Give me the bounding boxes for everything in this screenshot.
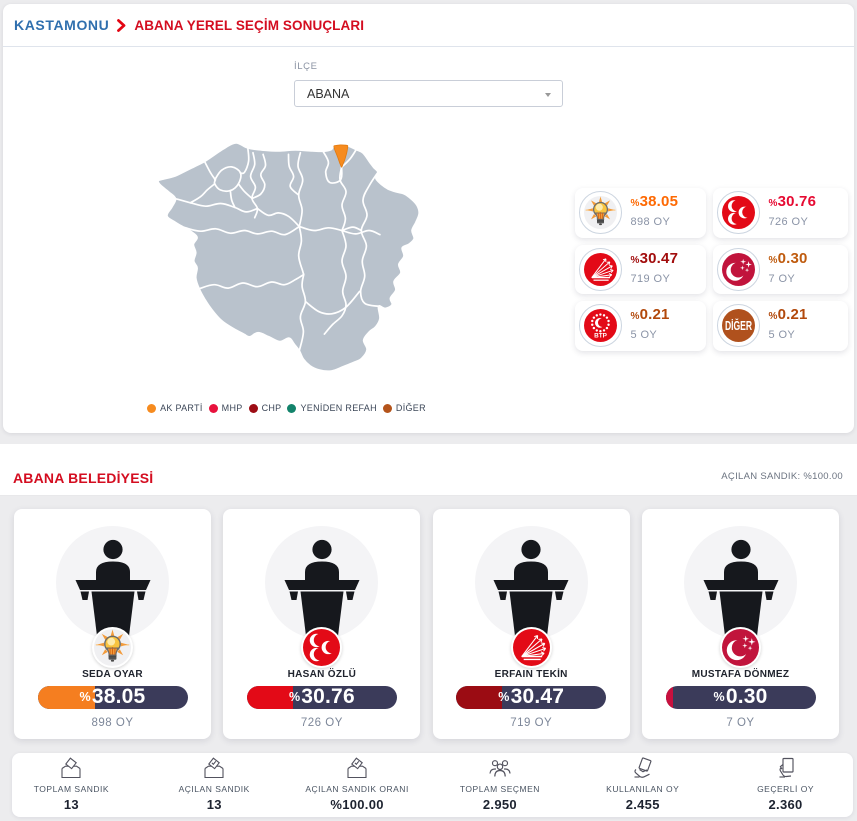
svg-text:BTP: BTP — [594, 333, 608, 340]
svg-text:DİĞER: DİĞER — [725, 319, 752, 334]
